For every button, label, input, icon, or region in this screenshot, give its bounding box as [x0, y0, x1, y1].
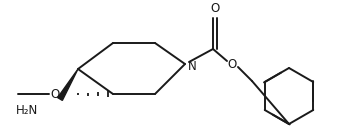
Polygon shape [58, 69, 78, 100]
Text: H₂N: H₂N [16, 103, 38, 117]
Text: O: O [210, 1, 220, 15]
Text: N: N [188, 60, 197, 72]
Text: O: O [50, 87, 60, 101]
Text: O: O [227, 58, 237, 70]
